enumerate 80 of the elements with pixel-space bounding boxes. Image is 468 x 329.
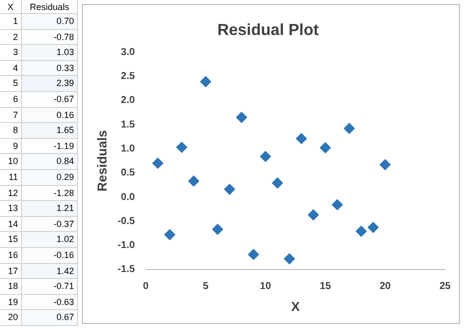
y-tick-label: 4 (0, 60, 22, 76)
y-tick-label: 11 (0, 170, 22, 186)
point (380, 159, 391, 170)
data-label: -0.63 (22, 294, 78, 310)
point (356, 226, 367, 237)
y-axis-title: X (0, 0, 22, 14)
data-label: 1.03 (22, 45, 78, 61)
point (188, 176, 200, 187)
data-label: 0.29 (22, 170, 78, 186)
data-label: -1.28 (22, 186, 78, 202)
point (368, 222, 379, 233)
y-tick-label: 1.0 (120, 143, 136, 154)
data-label: -0.78 (22, 30, 78, 46)
data-label: 1.02 (22, 232, 78, 248)
point (212, 224, 224, 235)
y-tick-label: 12 (0, 186, 22, 202)
x-tick-label: 5 (202, 281, 209, 292)
y-tick-label: 15 (0, 232, 22, 248)
y-tick-label: 19 (0, 294, 22, 310)
point (260, 150, 271, 162)
point (296, 133, 307, 144)
y-tick-label: 6 (0, 92, 22, 108)
x-tick-label: 20 (380, 281, 392, 292)
point (320, 142, 331, 154)
point (152, 158, 164, 169)
data-label: 0.84 (22, 154, 78, 170)
y-tick-label: 18 (0, 279, 22, 295)
y-tick-label: 0.0 (120, 192, 136, 203)
y-tick-label: 13 (0, 201, 22, 217)
data-label: 0.67 (22, 310, 78, 326)
y-tick-label: 8 (0, 123, 22, 139)
y-tick-label: 9 (0, 138, 22, 154)
y-tick-label: -1.0 (118, 240, 136, 252)
y-tick-label: 2 (0, 30, 22, 46)
data-label: 2.39 (22, 76, 78, 92)
y-tick-label: 20 (0, 310, 22, 326)
data-label: 0.33 (22, 60, 78, 76)
data-label: 0.16 (22, 108, 78, 124)
data-label: 1.65 (22, 123, 78, 139)
point (164, 229, 176, 240)
y-tick-label: 5 (0, 76, 22, 92)
y-tick-label: 14 (0, 216, 22, 232)
y-tick-label: 10 (0, 154, 22, 170)
y-tick-label: 16 (0, 248, 22, 264)
data-label: -0.71 (22, 279, 78, 295)
y-tick-label: 1 (0, 14, 22, 30)
y-tick-label: 3 (0, 45, 22, 61)
point (200, 76, 212, 88)
data-label: -1.19 (22, 138, 78, 154)
point (176, 142, 188, 153)
x-tick-label: 25 (439, 281, 451, 292)
x-tick-label: 0 (143, 281, 150, 292)
y-tick-label: 2.0 (120, 95, 136, 106)
point (308, 209, 319, 220)
y-tick-label: 7 (0, 108, 22, 124)
point (332, 199, 343, 210)
data-label: 1.21 (22, 201, 78, 217)
point (236, 112, 248, 123)
y-tick-label: 3.0 (120, 46, 136, 58)
data-label: 0.70 (22, 14, 78, 30)
point (284, 253, 295, 264)
y-axis-title: Residuals (94, 130, 110, 192)
data-label: 1.42 (22, 264, 78, 280)
point (224, 184, 236, 195)
data-label: -0.67 (22, 92, 78, 108)
y-tick-label: 0.5 (120, 168, 136, 179)
x-axis-title: X (291, 298, 300, 314)
data-label: -0.16 (22, 248, 78, 264)
point (248, 248, 260, 260)
y-tick-label: -0.5 (118, 216, 136, 227)
y-tick-label: 1.5 (120, 119, 136, 130)
point (272, 178, 283, 189)
data-label: -0.37 (22, 216, 78, 232)
point (344, 122, 355, 134)
chart-title: Residual Plot (217, 22, 320, 40)
x-tick-label: 10 (260, 281, 272, 292)
y-tick-label: 17 (0, 264, 22, 280)
y-tick-label: 2.5 (120, 71, 136, 82)
x-tick-label: 15 (320, 281, 332, 292)
y-tick-label: -1.5 (118, 264, 136, 276)
